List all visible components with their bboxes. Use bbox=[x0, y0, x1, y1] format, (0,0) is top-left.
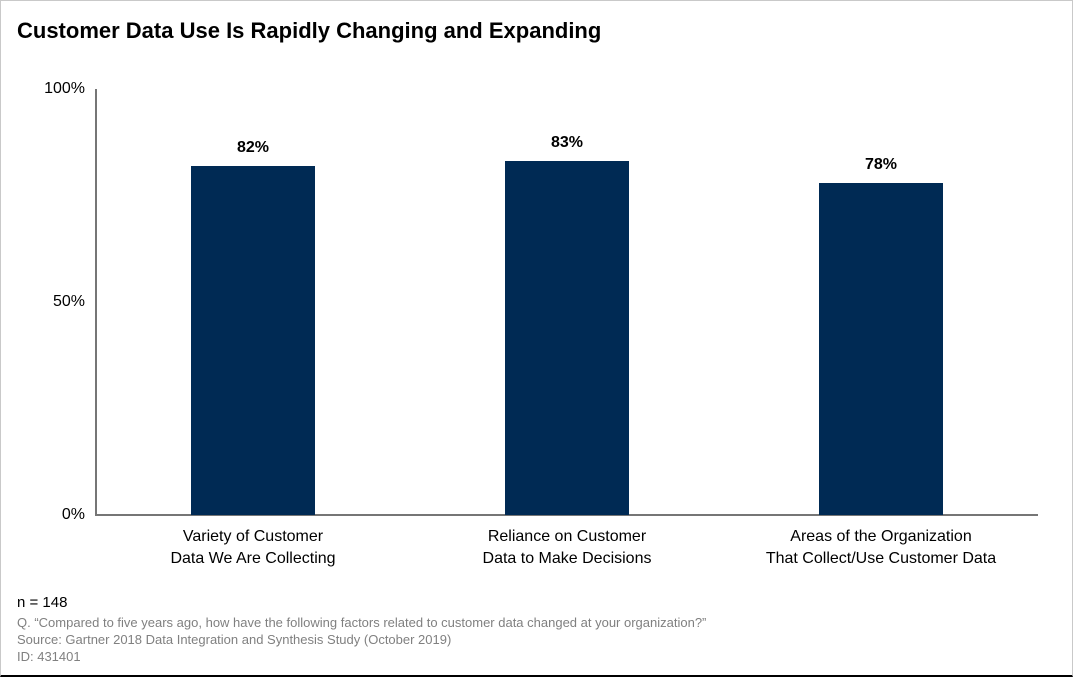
chart-title: Customer Data Use Is Rapidly Changing an… bbox=[17, 18, 602, 43]
y-axis-tick-label: 50% bbox=[52, 293, 85, 310]
x-axis-category-label: Areas of the Organization That Collect/U… bbox=[765, 528, 997, 567]
bar-value-label: 83% bbox=[550, 134, 584, 152]
x-axis-category-label: Variety of Customer Data We Are Collecti… bbox=[170, 528, 336, 567]
y-axis-tick-label: 0% bbox=[61, 506, 85, 523]
bar bbox=[505, 161, 629, 515]
bar-value-label: 82% bbox=[236, 138, 270, 156]
bar bbox=[819, 182, 943, 515]
source-note: Source: Gartner 2018 Data Integration an… bbox=[17, 632, 452, 647]
y-axis-tick-label: 100% bbox=[44, 80, 85, 97]
x-axis-line bbox=[95, 514, 1038, 516]
bar-value-label: 78% bbox=[864, 155, 898, 173]
x-axis-category-label: Reliance on Customer Data to Make Decisi… bbox=[482, 528, 652, 567]
y-axis-line bbox=[95, 89, 97, 516]
bar bbox=[191, 165, 315, 515]
sample-size-note: n = 148 bbox=[17, 594, 68, 611]
id-note: ID: 431401 bbox=[17, 649, 81, 664]
question-note: Q. “Compared to five years ago, how have… bbox=[17, 615, 707, 630]
